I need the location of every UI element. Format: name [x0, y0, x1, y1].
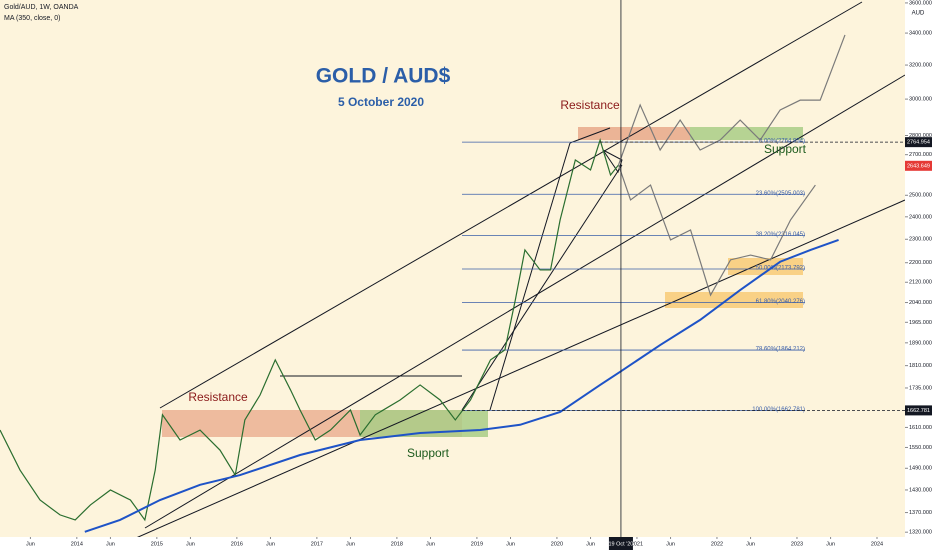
x-tick-label: Jun	[506, 541, 515, 547]
fib-label: 100.00%(1662.781)	[752, 407, 805, 413]
y-tick-label: 2040.000	[909, 300, 932, 306]
channel-line	[119, 199, 906, 546]
support-zone	[690, 127, 803, 140]
x-tick-label: 2014	[71, 541, 83, 547]
x-tick-label: 2022	[711, 541, 723, 547]
y-tick-label: 1890.000	[909, 340, 932, 346]
x-tick-label: 2020	[551, 541, 563, 547]
x-tick-label: 2021	[631, 541, 643, 547]
y-tick-label: 2500.000	[909, 193, 932, 199]
price-marker-label: 2764.954	[907, 140, 930, 146]
x-tick-label: Jun	[746, 541, 755, 547]
x-tick-label: Jun	[586, 541, 595, 547]
annotation: Support	[407, 446, 450, 460]
price-marker-label: 1662.781	[907, 408, 930, 414]
fib-label: 0.00%(2764.954)	[759, 139, 805, 145]
trend-line	[569, 127, 611, 144]
annotation: Resistance	[188, 390, 248, 404]
series-line	[617, 164, 816, 297]
trend-line	[489, 142, 571, 411]
x-tick-label: Jun	[666, 541, 675, 547]
y-tick-label: 2400.000	[909, 214, 932, 220]
fib-label: 61.80%(2040.276)	[756, 299, 805, 305]
y-tick-label: 2700.000	[909, 152, 932, 158]
y-tick-label: 2300.000	[909, 237, 932, 243]
y-tick-label: 3000.000	[909, 97, 932, 103]
indicator: MA (350, close, 0)	[4, 15, 60, 22]
x-tick-label: 2024	[871, 541, 883, 547]
price-axis	[905, 0, 932, 550]
x-tick-label: Jun	[346, 541, 355, 547]
price-marker-label: 2643.649	[907, 163, 930, 169]
x-tick-label: Jun	[266, 541, 275, 547]
y-tick-label: 1550.000	[909, 445, 932, 451]
chart-subtitle: 5 October 2020	[338, 95, 424, 109]
series-line	[617, 34, 846, 166]
y-tick-label: 3400.000	[909, 31, 932, 37]
price-marker	[905, 160, 932, 171]
y-tick-label: 1320.000	[909, 530, 932, 536]
y-tick-label: 1370.000	[909, 510, 932, 516]
y-tick-label: 1490.000	[909, 466, 932, 472]
channel-line	[144, 74, 906, 529]
y-tick-label: 1965.000	[909, 320, 932, 326]
price-marker	[905, 137, 932, 148]
annotation: Support	[764, 142, 807, 156]
y-tick-label: 1610.000	[909, 425, 932, 431]
time-axis	[0, 537, 905, 550]
x-tick-label: Jun	[426, 541, 435, 547]
y-tick-label: 2200.000	[909, 260, 932, 266]
y-tick-label: 1735.000	[909, 385, 932, 391]
y-tick-label: 3200.000	[909, 63, 932, 69]
x-tick-label: 2016	[231, 541, 243, 547]
price-marker	[905, 405, 932, 416]
fib-label: 50.00%(2173.792)	[756, 266, 805, 272]
y-tick-label: 3600.000	[909, 0, 932, 6]
series-line	[0, 138, 620, 522]
fib-label: 78.60%(1864.212)	[756, 347, 805, 353]
target-zone	[665, 292, 803, 308]
series-line	[84, 239, 839, 533]
x-tick-label: Jun	[106, 541, 115, 547]
y-tick-label: 1430.000	[909, 487, 932, 493]
y-tick-label: 2120.000	[909, 280, 932, 286]
fib-label: 38.20%(2316.045)	[756, 232, 805, 238]
triangle	[602, 149, 623, 174]
fib-label: 23.60%(2505.003)	[756, 191, 805, 197]
x-tick-label: 2017	[311, 541, 323, 547]
symbol: Gold/AUD, 1W, OANDA	[4, 4, 79, 11]
x-tick-label: 2015	[151, 541, 163, 547]
channel-line	[159, 1, 863, 409]
y-tick-label: 2800.000	[909, 133, 932, 139]
x-tick-label: 2018	[391, 541, 403, 547]
annotation: Resistance	[560, 98, 620, 112]
chart-title: GOLD / AUD$	[316, 65, 451, 88]
axis-unit: AUD	[912, 11, 925, 17]
x-tick-label: Jun	[186, 541, 195, 547]
x-tick-label: Jun	[826, 541, 835, 547]
trend-line	[461, 164, 623, 411]
cursor-box	[608, 537, 633, 550]
target-zone	[728, 258, 803, 275]
x-tick-label: 2019	[471, 541, 483, 547]
x-tick-label: Jun	[26, 541, 35, 547]
x-tick-label: 2023	[791, 541, 803, 547]
cursor-label: 19 Oct '20	[608, 541, 633, 547]
y-tick-label: 1810.000	[909, 363, 932, 369]
